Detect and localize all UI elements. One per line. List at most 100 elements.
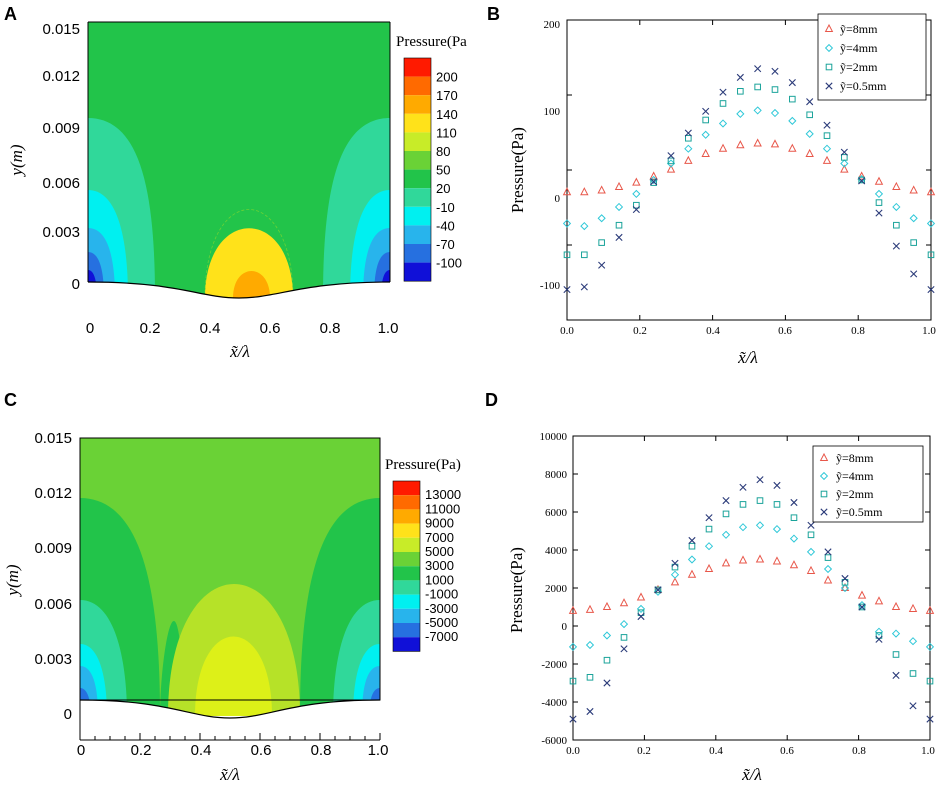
data-point — [562, 219, 572, 228]
y-tick-label: 0.009 — [34, 540, 72, 557]
y-tick-label: 8000 — [545, 469, 568, 481]
colorbar-tick-label: 20 — [436, 181, 450, 196]
data-point — [841, 574, 849, 583]
y-tick-label: 0.012 — [42, 68, 80, 85]
y-tick-label: 4000 — [545, 545, 568, 557]
data-point — [892, 671, 900, 679]
scatter-points-b — [562, 65, 936, 294]
legend-marker — [825, 82, 833, 90]
data-point — [637, 609, 645, 617]
colorbar-swatch — [404, 244, 431, 263]
data-point — [704, 563, 714, 573]
colorbar-tick-label: 9000 — [425, 516, 454, 531]
data-point — [620, 645, 628, 653]
colorbar-swatch — [393, 594, 420, 609]
legend-label: ỹ=2mm — [840, 60, 878, 74]
data-point — [841, 154, 848, 161]
data-point — [756, 497, 764, 504]
y-tick-label: 0 — [562, 621, 568, 633]
data-point — [736, 140, 745, 149]
data-point — [719, 100, 727, 107]
data-point — [685, 134, 692, 142]
colorbar-tick-label: 50 — [436, 163, 450, 178]
legend-label: ỹ=0.5mm — [840, 79, 887, 93]
y-tick-label: 0 — [555, 193, 561, 205]
data-point — [684, 129, 692, 137]
data-point — [892, 651, 900, 658]
data-point — [926, 219, 936, 228]
data-point — [824, 548, 832, 556]
data-point — [875, 632, 883, 639]
data-point — [822, 144, 832, 153]
data-point — [772, 556, 782, 565]
data-point — [840, 582, 850, 592]
data-point — [823, 575, 833, 584]
legend-marker — [824, 23, 834, 33]
data-point — [806, 547, 816, 557]
data-point — [806, 98, 814, 106]
x-axis-label-a: x̃/λ — [229, 342, 250, 361]
data-point — [562, 187, 572, 196]
data-point — [650, 179, 657, 186]
data-point — [568, 642, 578, 652]
data-point — [753, 106, 762, 115]
colorbar-swatch — [404, 206, 431, 226]
data-point — [753, 138, 762, 147]
data-point — [615, 233, 623, 241]
x-tick-label: 0.2 — [140, 320, 161, 337]
legend-marker — [824, 43, 834, 53]
x-tick-label: 0.2 — [131, 742, 152, 759]
data-point — [824, 554, 832, 561]
colorbar-swatch — [404, 262, 431, 282]
legend-label: ỹ=0.5mm — [836, 505, 883, 519]
legend-box — [812, 445, 924, 523]
y-tick-label: 0.006 — [42, 175, 80, 192]
data-point — [688, 536, 696, 545]
x-tick-label: 0.4 — [191, 742, 212, 759]
colorbar-swatch — [404, 188, 431, 207]
data-point — [701, 148, 710, 157]
x-tick-label: 1.0 — [922, 325, 936, 337]
data-point — [926, 677, 934, 685]
data-point — [649, 171, 658, 180]
data-point — [603, 679, 611, 687]
wavy-wall — [79, 699, 381, 719]
data-point — [770, 108, 780, 118]
x-tick-label: 0.8 — [311, 742, 332, 759]
y-axis-label-c: y(m) — [3, 564, 22, 597]
data-point — [754, 83, 761, 91]
y-axis-label-a: y(m) — [7, 144, 26, 177]
data-point — [788, 143, 797, 152]
colorbar-swatch — [404, 169, 431, 189]
data-point — [581, 251, 588, 259]
colorbar-swatch — [404, 132, 431, 151]
data-point — [909, 702, 917, 710]
data-point — [822, 155, 832, 164]
colorbar-swatch — [393, 509, 420, 524]
data-point — [687, 569, 697, 578]
x-tick-label: 0.2 — [633, 325, 647, 337]
x-tick-label: 0.6 — [251, 742, 272, 759]
data-point — [910, 270, 918, 278]
colorbar-c: 130001100090007000500030001000-1000-3000… — [392, 480, 461, 652]
data-point — [805, 148, 814, 157]
wavy-wall-mask — [80, 700, 380, 720]
data-point — [875, 209, 883, 217]
colorbar-title-c: Pressure(Pa) — [385, 457, 461, 473]
colorbar-tick-label: 1000 — [425, 572, 454, 587]
data-point — [756, 476, 764, 484]
contour-plot-a — [87, 21, 391, 300]
data-point — [840, 159, 849, 168]
legend-label: ỹ=8mm — [840, 22, 878, 36]
y-tick-label: 0.012 — [34, 485, 72, 502]
data-point — [615, 221, 623, 229]
y-axis-ticks-b: -100 0 100 200 — [540, 19, 561, 292]
colorbar-tick-label: 110 — [436, 125, 457, 140]
colorbar-swatch — [404, 76, 431, 96]
colorbar-tick-label: 140 — [436, 107, 458, 122]
colorbar-swatch — [393, 495, 420, 510]
data-point — [603, 656, 611, 664]
data-point — [585, 640, 595, 650]
data-point — [619, 619, 629, 629]
